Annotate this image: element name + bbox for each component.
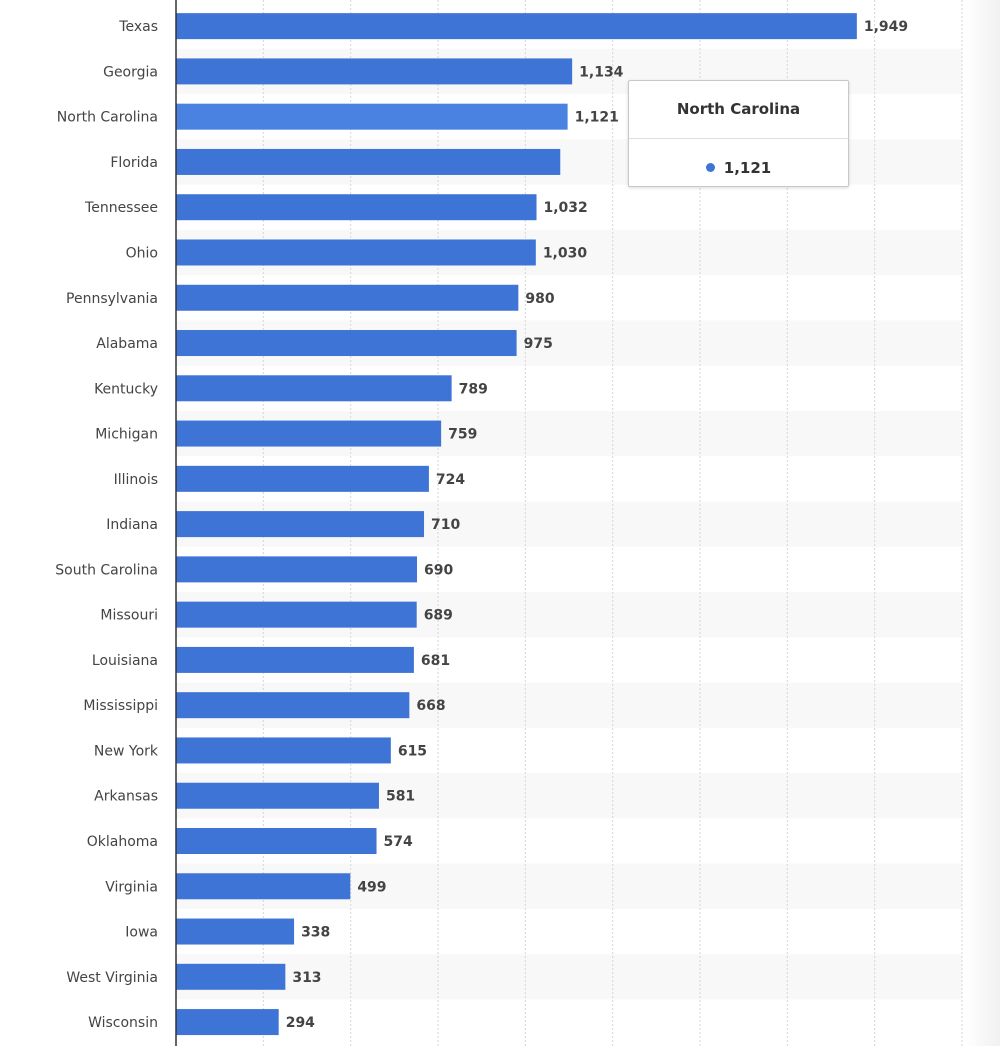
- row-stripe: [176, 954, 962, 1000]
- value-label: 1,134: [579, 64, 624, 80]
- category-label: New York: [94, 743, 159, 759]
- value-label: 980: [525, 291, 554, 307]
- bar[interactable]: [176, 330, 517, 357]
- bar[interactable]: [176, 148, 561, 175]
- bar[interactable]: [176, 194, 537, 221]
- tooltip-title: North Carolina: [629, 81, 848, 139]
- category-label: Texas: [118, 19, 158, 35]
- category-label: Florida: [110, 155, 158, 171]
- bar[interactable]: [176, 873, 351, 900]
- chart-edge-shadow: [965, 0, 1000, 1046]
- value-label: 975: [524, 336, 553, 352]
- value-label: 759: [448, 427, 477, 443]
- bar[interactable]: [176, 375, 452, 402]
- value-label: 689: [424, 608, 453, 624]
- value-label: 724: [436, 472, 465, 488]
- category-label: Alabama: [96, 336, 158, 352]
- bar[interactable]: [176, 601, 417, 628]
- value-label: 338: [301, 925, 330, 941]
- value-label: 1,030: [543, 245, 588, 261]
- category-label: Pennsylvania: [66, 291, 158, 307]
- value-label: 499: [357, 879, 386, 895]
- category-label: Georgia: [103, 64, 158, 80]
- bar[interactable]: [176, 692, 410, 719]
- bar[interactable]: [176, 737, 391, 764]
- bar[interactable]: [176, 420, 442, 447]
- series-dot-icon: [705, 163, 715, 172]
- tooltip: North Carolina 1,121: [628, 80, 849, 187]
- bar[interactable]: [176, 511, 425, 538]
- value-label: 690: [424, 562, 453, 578]
- category-label: Illinois: [114, 472, 158, 488]
- bar[interactable]: [176, 918, 295, 945]
- bar[interactable]: [176, 58, 573, 85]
- value-label: 789: [459, 381, 488, 397]
- value-label: 581: [386, 789, 415, 805]
- category-label: West Virginia: [66, 970, 158, 986]
- category-label: Arkansas: [94, 789, 158, 805]
- value-label: 615: [398, 743, 427, 759]
- bar[interactable]: [176, 646, 414, 673]
- tooltip-body: 1,121: [629, 139, 848, 186]
- category-label: Iowa: [125, 925, 158, 941]
- value-label: 1,949: [864, 19, 908, 35]
- value-label: 1,121: [575, 110, 619, 126]
- bar[interactable]: [176, 284, 519, 311]
- category-label: Michigan: [95, 427, 158, 443]
- tooltip-value: 1,121: [723, 158, 772, 177]
- category-label: South Carolina: [55, 562, 158, 578]
- bar[interactable]: [176, 465, 429, 492]
- category-label: North Carolina: [57, 110, 158, 126]
- bar[interactable]: [176, 556, 418, 583]
- category-label: Ohio: [126, 245, 158, 261]
- category-label: Indiana: [106, 517, 158, 533]
- category-label: Tennessee: [84, 200, 158, 216]
- bar[interactable]: [176, 103, 568, 130]
- category-label: Kentucky: [94, 381, 158, 397]
- category-label: Wisconsin: [88, 1015, 158, 1031]
- bar[interactable]: [176, 963, 286, 990]
- value-label: 313: [292, 970, 321, 986]
- value-label: 681: [421, 653, 450, 669]
- value-label: 574: [384, 834, 413, 850]
- value-label: 668: [416, 698, 445, 714]
- bar[interactable]: [176, 1009, 279, 1036]
- category-label: Mississippi: [83, 698, 158, 714]
- value-label: 1,032: [544, 200, 588, 216]
- bar[interactable]: [176, 827, 377, 854]
- bar[interactable]: [176, 782, 379, 809]
- category-label: Oklahoma: [87, 834, 158, 850]
- bar[interactable]: [176, 13, 857, 40]
- category-label: Louisiana: [92, 653, 158, 669]
- category-label: Virginia: [105, 879, 158, 895]
- category-label: Missouri: [100, 608, 158, 624]
- value-label: 294: [286, 1015, 315, 1031]
- value-label: 710: [431, 517, 460, 533]
- bar[interactable]: [176, 239, 536, 266]
